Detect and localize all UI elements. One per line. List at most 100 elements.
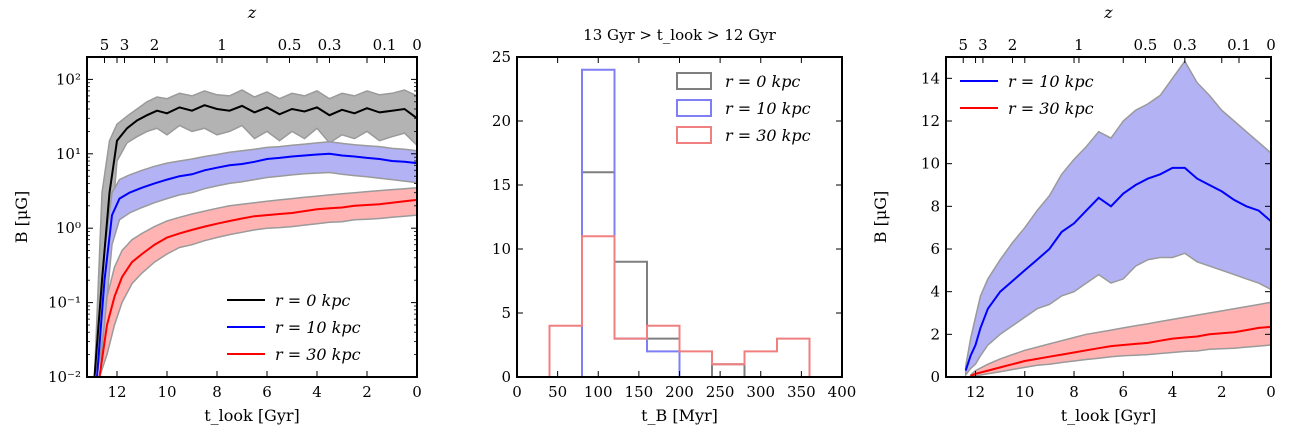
y-tick-label: 20 bbox=[492, 112, 511, 130]
z-tick-label: 0 bbox=[412, 36, 422, 54]
line-series-3 bbox=[98, 198, 417, 377]
y-tick-label: 4 bbox=[930, 283, 940, 301]
y-tick-label: 8 bbox=[930, 197, 940, 215]
y-tick-label: 10 bbox=[921, 155, 940, 173]
z-tick-label: 1 bbox=[217, 36, 227, 54]
y-tick-label: 25 bbox=[492, 48, 511, 66]
x-tick-label: 400 bbox=[828, 383, 857, 401]
legend-panel-2: r = 0 kpc r = 10 kpc r = 30 kpc bbox=[676, 72, 811, 145]
y-tick-label: 0 bbox=[501, 368, 511, 386]
y-tick-label: 10² bbox=[56, 70, 81, 88]
legend-swatch bbox=[676, 126, 712, 144]
x-tick-label: 4 bbox=[312, 383, 322, 401]
x-tick-label: 2 bbox=[1217, 383, 1227, 401]
plot-area-panel-1 bbox=[93, 89, 417, 377]
y-tick-label: 10¹ bbox=[56, 145, 81, 163]
x-tick-label: 350 bbox=[787, 383, 816, 401]
band-series-2 bbox=[96, 141, 417, 377]
axes-panel-3: 12 10 8 6 4 2 0 0 2 4 6 8 10 12 14 5 3 2 1 0.5 0.3 0.1 0 z t_loo… bbox=[871, 3, 1276, 425]
legend-panel-3: r = 10 kpc r = 30 kpc bbox=[960, 72, 1094, 118]
y-tick-label: 5 bbox=[501, 304, 511, 322]
x-tick-label: 10 bbox=[1015, 383, 1034, 401]
z-tick-label: 0.5 bbox=[1134, 36, 1158, 54]
y-tick-label: 14 bbox=[921, 69, 940, 87]
y-tick-label: 10⁰ bbox=[56, 219, 81, 237]
plot-frame bbox=[945, 56, 1272, 378]
z-tick-label: 1 bbox=[1074, 36, 1084, 54]
x-tick-label: 8 bbox=[1069, 383, 1079, 401]
y-axis-label: B [μG] bbox=[12, 191, 31, 244]
y-axis-label: B [μG] bbox=[871, 191, 890, 244]
plot-area-panel-2 bbox=[548, 68, 811, 377]
x-axis-label: t_look [Gyr] bbox=[204, 406, 300, 425]
hist-series-3 bbox=[548, 235, 811, 377]
z-tick-label: 3 bbox=[978, 36, 988, 54]
legend-entry: r = 10 kpc bbox=[1008, 72, 1094, 91]
y-tick-label: 0 bbox=[930, 368, 940, 386]
legend-entry: r = 10 kpc bbox=[275, 318, 361, 337]
legend-panel-1: r = 0 kpc r = 10 kpc r = 30 kpc bbox=[227, 291, 361, 364]
legend-swatch bbox=[676, 99, 712, 117]
z-tick-label: 2 bbox=[150, 36, 160, 54]
band-series-3 bbox=[98, 186, 417, 377]
legend-entry: r = 30 kpc bbox=[725, 126, 811, 145]
axes-panel-2: 0 50 100 150 200 250 300 350 400 0 5 10 15 20 25 13 Gyr… bbox=[492, 26, 856, 425]
x-tick-label: 200 bbox=[665, 383, 694, 401]
x-tick-label: 2 bbox=[362, 383, 372, 401]
z-tick-label: 5 bbox=[958, 36, 968, 54]
x-tick-label: 300 bbox=[746, 383, 775, 401]
line-series-1 bbox=[93, 104, 417, 377]
z-tick-label: 0.1 bbox=[1227, 36, 1251, 54]
x-tick-label: 0 bbox=[1266, 383, 1276, 401]
z-tick-label: 2 bbox=[1008, 36, 1018, 54]
x-tick-label: 6 bbox=[262, 383, 272, 401]
y-tick-label: 6 bbox=[930, 240, 940, 258]
z-tick-label: 3 bbox=[120, 36, 130, 54]
x-tick-label: 0 bbox=[512, 383, 522, 401]
x-tick-label: 10 bbox=[157, 383, 176, 401]
y-tick-label: 10⁻¹ bbox=[48, 294, 81, 312]
legend-entry: r = 30 kpc bbox=[1008, 99, 1094, 118]
axes-panel-1: 12 10 8 6 4 2 0 10⁻² 10⁻¹ 10⁰ 10¹ 10² 5 3 2 1 0.5 0.3 0.1 0… bbox=[12, 3, 422, 425]
y-tick-label: 12 bbox=[921, 112, 940, 130]
z-tick-label: 0.5 bbox=[278, 36, 302, 54]
x-tick-label: 150 bbox=[625, 383, 654, 401]
x-axis-label: t_look [Gyr] bbox=[1061, 406, 1157, 425]
plot-frame bbox=[86, 56, 418, 378]
legend-entry: r = 30 kpc bbox=[275, 345, 361, 364]
hist-series-2 bbox=[549, 68, 810, 377]
x-tick-label: 12 bbox=[107, 383, 126, 401]
top-axis-label: z bbox=[1103, 3, 1113, 22]
y-tick-label: 15 bbox=[492, 176, 511, 194]
line-series-1 bbox=[964, 166, 1271, 371]
y-tick-label: 2 bbox=[930, 325, 940, 343]
line-series-2 bbox=[970, 325, 1271, 377]
z-tick-label: 0.1 bbox=[373, 36, 397, 54]
x-tick-label: 6 bbox=[1118, 383, 1128, 401]
x-tick-label: 0 bbox=[412, 383, 422, 401]
panel-title: 13 Gyr > t_look > 12 Gyr bbox=[583, 26, 776, 44]
x-tick-label: 50 bbox=[548, 383, 567, 401]
x-tick-label: 250 bbox=[706, 383, 735, 401]
legend-entry: r = 0 kpc bbox=[725, 72, 800, 91]
top-axis-label: z bbox=[247, 3, 257, 22]
plot-area-panel-3 bbox=[964, 59, 1271, 377]
band-series-1 bbox=[964, 59, 1271, 377]
x-tick-label: 100 bbox=[584, 383, 613, 401]
z-tick-label: 0.3 bbox=[318, 36, 342, 54]
x-axis-label: t_B [Myr] bbox=[641, 406, 718, 425]
x-tick-label: 4 bbox=[1168, 383, 1178, 401]
x-tick-label: 8 bbox=[212, 383, 222, 401]
z-tick-label: 5 bbox=[100, 36, 110, 54]
line-series-2 bbox=[96, 152, 417, 377]
band-series-1 bbox=[93, 89, 417, 377]
z-tick-label: 0 bbox=[1266, 36, 1276, 54]
legend-swatch bbox=[676, 72, 712, 90]
legend-entry: r = 10 kpc bbox=[725, 99, 811, 118]
x-tick-label: 12 bbox=[966, 383, 985, 401]
legend-entry: r = 0 kpc bbox=[275, 291, 350, 310]
y-tick-label: 10⁻² bbox=[48, 368, 81, 386]
y-tick-label: 10 bbox=[492, 240, 511, 258]
z-tick-label: 0.3 bbox=[1173, 36, 1197, 54]
